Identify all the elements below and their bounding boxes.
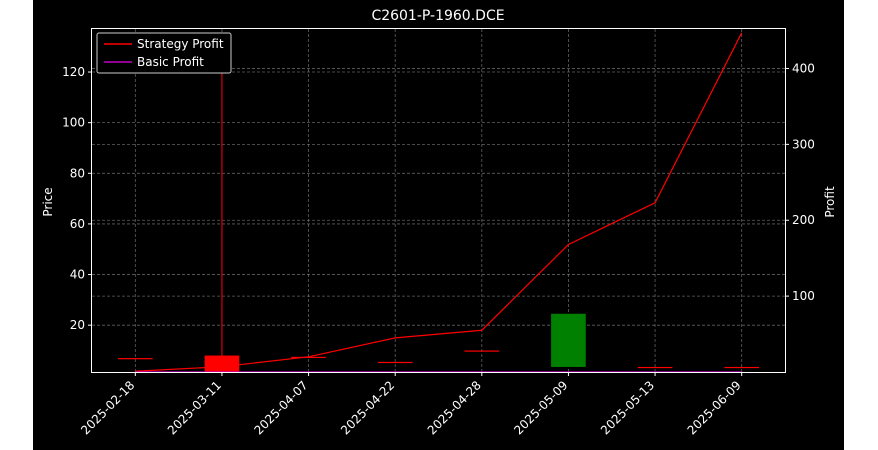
y-tick-label: 120 xyxy=(62,65,85,79)
legend-box xyxy=(96,32,232,74)
candle-body xyxy=(637,366,673,369)
x-tick-label: 2025-05-13 xyxy=(598,378,657,437)
y-axis-label: Price xyxy=(41,187,55,216)
profit-lines xyxy=(135,32,743,373)
chart-title: C2601-P-1960.DCE xyxy=(371,8,504,24)
y2-axis-label: Profit xyxy=(823,186,837,218)
candles xyxy=(117,66,760,372)
y-tick-label: 100 xyxy=(62,116,85,130)
y2-tick-label: 400 xyxy=(792,61,815,75)
y2-tick-label: 100 xyxy=(792,289,815,303)
y-tick-label: 60 xyxy=(70,217,85,231)
y-tick-label: 40 xyxy=(70,268,85,282)
candle-body xyxy=(724,366,760,369)
axis-ticks: 2025-02-18 2025-03-11 2025-04-07 2025-04-22… xyxy=(62,61,815,437)
candle-body xyxy=(377,361,413,364)
legend-basic-label: Basic Profit xyxy=(137,55,204,69)
candle-body xyxy=(204,355,240,372)
y2-tick-label: 300 xyxy=(792,137,815,151)
y-tick-label: 80 xyxy=(70,166,85,180)
price-profit-chart: C2601-P-1960.DCE Price Profit 2025-02-18… xyxy=(41,8,837,437)
x-tick-label: 2025-04-28 xyxy=(425,378,484,437)
strategy-profit-line xyxy=(135,32,743,372)
x-tick-label: 2025-02-18 xyxy=(78,378,137,437)
chart-figure: C2601-P-1960.DCE Price Profit 2025-02-18… xyxy=(33,0,844,450)
x-tick-label: 2025-05-09 xyxy=(511,378,570,437)
legend-strategy-label: Strategy Profit xyxy=(137,37,224,51)
x-tick-label: 2025-06-09 xyxy=(685,378,744,437)
plot-frame xyxy=(91,28,786,373)
legend: Strategy Profit Basic Profit xyxy=(96,32,232,74)
x-tick-label: 2025-03-11 xyxy=(165,378,224,437)
grid xyxy=(92,29,785,372)
candle-body xyxy=(117,358,153,360)
x-tick-label: 2025-04-07 xyxy=(251,378,310,437)
candle-body xyxy=(464,350,500,352)
candle-body xyxy=(551,313,586,367)
x-tick-label: 2025-04-22 xyxy=(338,378,397,437)
y2-tick-label: 200 xyxy=(792,213,815,227)
y-tick-label: 20 xyxy=(70,318,85,332)
